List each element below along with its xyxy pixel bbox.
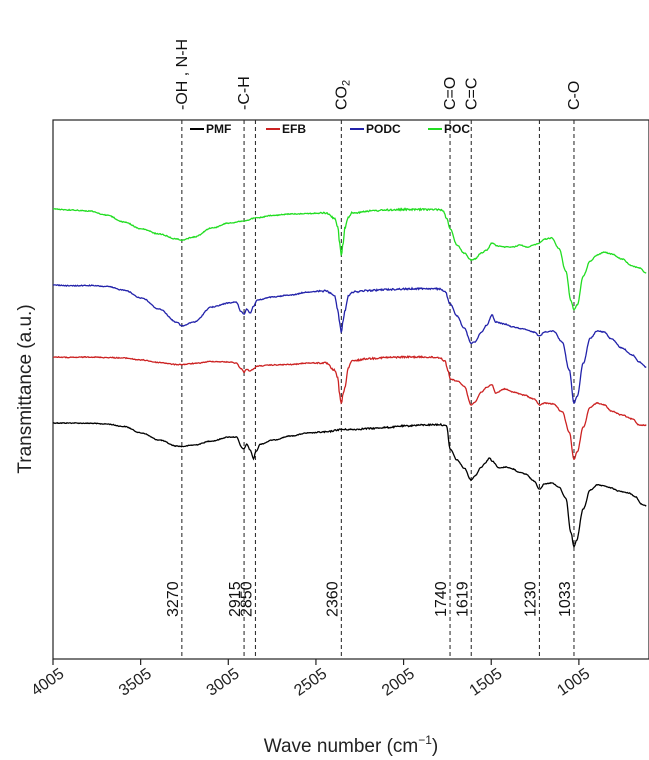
x-tick-label-3505: 3505 [116, 665, 155, 699]
x-axis-title: Wave number (cm−1) [264, 733, 439, 757]
x-axis-title-sup: −1 [418, 733, 432, 747]
peak-label-2850: 2850 [239, 581, 256, 617]
legend-label-podc: PODC [366, 122, 401, 136]
legend-label-efb: EFB [282, 122, 306, 136]
x-axis-title-main: Wave number (cm [264, 736, 419, 757]
legend-label-poc: POC [444, 122, 470, 136]
peak-label-2360: 2360 [324, 581, 341, 617]
group-label-1: -C-H [236, 76, 253, 110]
series-podc [52, 284, 647, 404]
legend-label-pmf: PMF [206, 122, 231, 136]
plot-frame [52, 119, 649, 660]
peak-label-1740: 1740 [433, 581, 450, 617]
series-pmf [52, 421, 647, 549]
group-label-4: C=C [463, 78, 480, 110]
group-label-2: CO2 [333, 80, 352, 110]
peak-label-1619: 1619 [454, 581, 471, 617]
series-poc [53, 207, 647, 311]
x-axis-ticks: 4005 3505 3005 2505 2005 1505 1005 [28, 659, 593, 700]
peak-label-2915: 2915 [227, 581, 244, 617]
legend: PMF EFB PODC POC [190, 122, 470, 136]
x-axis-title-close: ) [432, 736, 438, 757]
x-tick-label-4005: 4005 [28, 665, 67, 699]
y-axis-title: Transmittance (a.u.) [15, 304, 36, 473]
peak-label-3270: 3270 [165, 581, 182, 617]
x-tick-label-1505: 1505 [467, 665, 506, 699]
group-label-0: -OH , N-H [174, 39, 191, 110]
peak-lines [181, 120, 575, 659]
x-tick-label-2505: 2505 [291, 665, 330, 699]
peak-label-1230: 1230 [522, 581, 539, 617]
functional-group-labels: -OH , N-H -C-H CO2 C=O C=C C-O [174, 39, 583, 110]
x-tick-label-3005: 3005 [204, 665, 243, 699]
spectra [52, 207, 647, 549]
x-tick-label-2005: 2005 [379, 665, 418, 699]
x-tick-label-1005: 1005 [554, 665, 593, 699]
group-label-5: C-O [566, 81, 583, 110]
group-label-3: C=O [442, 77, 459, 110]
peak-label-1033: 1033 [557, 581, 574, 617]
series-efb [52, 355, 647, 461]
